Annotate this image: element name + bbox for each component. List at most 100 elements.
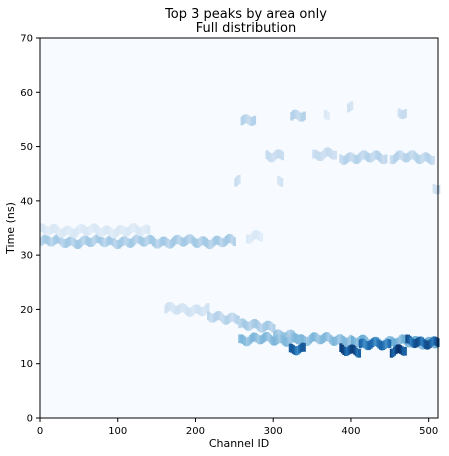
y-tick-label: 60 xyxy=(20,88,33,99)
heatmap-cell xyxy=(117,239,121,249)
heatmap-cell xyxy=(343,337,347,346)
heatmap-cell xyxy=(369,339,373,349)
heatmap-cell xyxy=(312,149,316,159)
heatmap-cell xyxy=(258,323,262,332)
heatmap-cell xyxy=(147,235,151,244)
heatmap-cell xyxy=(428,155,432,165)
heatmap-cell xyxy=(408,335,412,345)
heatmap-cell xyxy=(238,334,242,344)
heatmap-cell xyxy=(278,334,282,343)
heatmap-cell xyxy=(214,311,218,321)
heatmap-cell xyxy=(389,349,393,358)
heatmap-cell xyxy=(209,240,213,249)
heatmap-cell xyxy=(221,314,225,323)
x-axis-label: Channel ID xyxy=(209,437,269,450)
heatmap-cell xyxy=(434,337,438,346)
heatmap-cell xyxy=(296,345,300,355)
heatmap-cell xyxy=(349,334,353,344)
heatmap-cell xyxy=(319,152,323,161)
heatmap-cell xyxy=(252,319,256,328)
heatmap-cell xyxy=(109,235,114,245)
heatmap-cell xyxy=(57,234,61,244)
heatmap-cell xyxy=(391,337,395,347)
heatmap-cell xyxy=(200,307,204,317)
heatmap-cell xyxy=(167,302,171,311)
heatmap-cell xyxy=(364,340,369,350)
heatmap-cell xyxy=(272,336,276,346)
heatmap-cell xyxy=(109,228,114,238)
heatmap-cell xyxy=(200,236,204,246)
heatmap-cell xyxy=(111,229,115,239)
heatmap-cell xyxy=(44,226,48,236)
y-tick-label: 20 xyxy=(20,305,33,316)
heatmap-cell xyxy=(347,346,351,355)
heatmap-cell xyxy=(323,109,327,119)
heatmap-cell xyxy=(389,155,393,165)
heatmap-cell xyxy=(80,237,84,246)
heatmap-cell xyxy=(273,151,277,161)
heatmap-cell xyxy=(237,174,241,184)
heatmap-cell xyxy=(302,343,306,352)
heatmap-cell xyxy=(391,348,395,358)
heatmap-cell xyxy=(403,153,407,163)
heatmap-cell xyxy=(80,224,84,233)
heatmap-cell xyxy=(422,152,426,162)
heatmap-cell xyxy=(66,237,70,247)
heatmap-cell xyxy=(377,339,381,349)
heatmap-cell xyxy=(431,155,435,165)
heatmap-cell xyxy=(229,234,233,244)
heatmap-cell xyxy=(120,225,124,235)
heatmap-cell xyxy=(425,340,429,350)
heatmap-cell xyxy=(293,109,297,119)
heatmap-cell xyxy=(252,332,256,342)
heatmap-cell xyxy=(326,147,330,157)
heatmap-cell xyxy=(120,237,124,246)
heatmap-cell xyxy=(291,333,295,343)
heatmap-cell xyxy=(53,235,58,244)
heatmap-cell xyxy=(396,344,400,354)
y-axis-label: Time (ns) xyxy=(4,202,17,255)
heatmap-cell xyxy=(402,334,406,344)
heatmap-cell xyxy=(244,337,248,347)
heatmap-cell xyxy=(399,109,403,119)
heatmap-cell xyxy=(302,336,306,345)
x-tick-label: 500 xyxy=(419,426,438,437)
heatmap-cell xyxy=(340,155,344,165)
heatmap-cell xyxy=(416,337,420,347)
heatmap-cell xyxy=(302,111,306,121)
heatmap-cell xyxy=(176,235,180,244)
heatmap-cell xyxy=(348,345,352,354)
heatmap-cell xyxy=(77,240,81,249)
heatmap-cell xyxy=(190,235,194,245)
heatmap-cell xyxy=(372,337,376,346)
heatmap-cell xyxy=(117,225,121,235)
heatmap-cell xyxy=(60,237,64,246)
heatmap-cell xyxy=(308,334,313,344)
heatmap-cell xyxy=(411,150,415,160)
heatmap-cell xyxy=(327,147,331,157)
heatmap-cell xyxy=(276,149,280,159)
heatmap-cell xyxy=(208,312,212,322)
heatmap-cell xyxy=(335,335,339,345)
heatmap-cell xyxy=(259,324,264,333)
heatmap-cell xyxy=(391,155,395,165)
heatmap-cell xyxy=(218,311,222,320)
heatmap-cell xyxy=(347,103,351,113)
heatmap-cell xyxy=(312,332,316,342)
heatmap-cell xyxy=(276,329,280,339)
heatmap-cell xyxy=(136,234,140,243)
heatmap-cell xyxy=(354,155,358,165)
heatmap-cell xyxy=(399,335,403,344)
heatmap-cell xyxy=(193,304,198,314)
heatmap-cell xyxy=(247,336,251,346)
heatmap-cell xyxy=(176,305,180,315)
heatmap-cell xyxy=(100,228,104,237)
heatmap-cell xyxy=(343,155,348,165)
heatmap-cell xyxy=(186,235,190,244)
heatmap-cell xyxy=(402,110,406,119)
heatmap-cell xyxy=(133,223,137,233)
heatmap-cell xyxy=(226,234,230,244)
heatmap-cell xyxy=(411,338,415,348)
heatmap-cell xyxy=(428,339,432,348)
x-tick-label: 200 xyxy=(186,426,205,437)
